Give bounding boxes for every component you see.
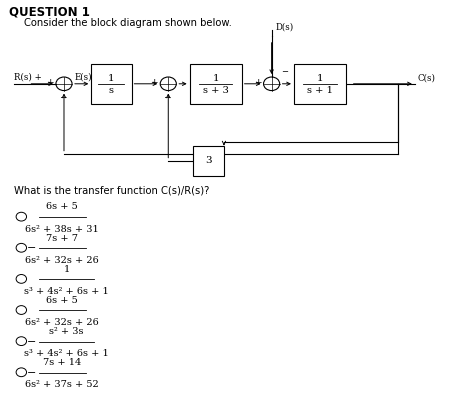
Text: QUESTION 1: QUESTION 1 — [9, 6, 91, 19]
Text: 1: 1 — [64, 265, 70, 274]
Text: Consider the block diagram shown below.: Consider the block diagram shown below. — [24, 18, 232, 28]
Text: C(s): C(s) — [417, 73, 435, 82]
Text: s³ + 4s² + 6s + 1: s³ + 4s² + 6s + 1 — [24, 287, 109, 296]
Text: What is the transfer function C(s)/R(s)?: What is the transfer function C(s)/R(s)? — [14, 186, 210, 196]
Text: D(s): D(s) — [275, 22, 294, 31]
Bar — [190, 64, 242, 104]
Text: 7s + 7: 7s + 7 — [46, 233, 78, 243]
Text: −: − — [59, 93, 66, 102]
Bar — [91, 64, 131, 104]
Text: −: − — [163, 93, 171, 102]
Text: E(s): E(s) — [74, 73, 92, 82]
Text: −: − — [27, 243, 36, 253]
Text: s³ + 4s² + 6s + 1: s³ + 4s² + 6s + 1 — [24, 349, 109, 358]
Text: 6s² + 37s + 52: 6s² + 37s + 52 — [26, 380, 99, 389]
Text: 1: 1 — [212, 74, 219, 83]
Text: −: − — [281, 67, 288, 76]
Text: 1: 1 — [108, 74, 115, 83]
Bar — [294, 64, 346, 104]
Text: 3: 3 — [205, 156, 212, 165]
Text: +: + — [150, 78, 158, 87]
Text: 6s + 5: 6s + 5 — [46, 202, 78, 211]
Text: +: + — [46, 78, 54, 87]
Text: R(s) +: R(s) + — [14, 73, 42, 82]
Text: 1: 1 — [317, 74, 323, 83]
Text: 6s² + 32s + 26: 6s² + 32s + 26 — [26, 256, 99, 265]
Text: s + 3: s + 3 — [203, 87, 228, 95]
Text: 6s + 5: 6s + 5 — [46, 296, 78, 305]
Bar — [193, 146, 224, 176]
Text: s + 1: s + 1 — [307, 87, 333, 95]
Text: 6s² + 38s + 31: 6s² + 38s + 31 — [26, 225, 99, 234]
Text: s: s — [109, 87, 114, 95]
Text: −: − — [27, 336, 36, 347]
Text: 6s² + 32s + 26: 6s² + 32s + 26 — [26, 318, 99, 327]
Text: s² + 3s: s² + 3s — [49, 327, 84, 336]
Text: 7s + 14: 7s + 14 — [43, 358, 82, 367]
Text: −: − — [27, 367, 36, 378]
Text: +: + — [254, 78, 261, 87]
